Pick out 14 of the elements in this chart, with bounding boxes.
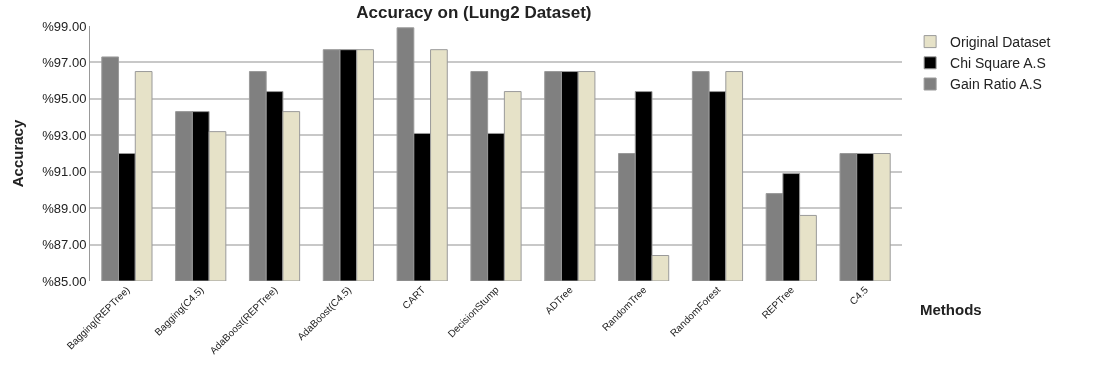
y-tick-label: %97.00 — [42, 54, 87, 70]
y-tick-label: %91.00 — [42, 164, 87, 180]
y-axis-title: Accuracy — [8, 119, 26, 188]
y-tick-label: %95.00 — [42, 91, 87, 107]
legend-label: Original Dataset — [950, 34, 1051, 51]
legend-label: Gain Ratio A.S — [950, 76, 1042, 93]
y-tick-label: %87.00 — [42, 237, 87, 253]
x-axis-title: Methods — [920, 301, 982, 318]
legend-label: Chi Square A.S — [950, 55, 1046, 72]
y-tick-label: %85.00 — [42, 273, 87, 289]
y-tick-label: %89.00 — [42, 200, 87, 216]
y-tick-label: %99.00 — [42, 18, 87, 34]
y-tick-label: %93.00 — [42, 127, 87, 143]
chart-title: Accuracy on (Lung2 Dataset) — [356, 2, 592, 22]
